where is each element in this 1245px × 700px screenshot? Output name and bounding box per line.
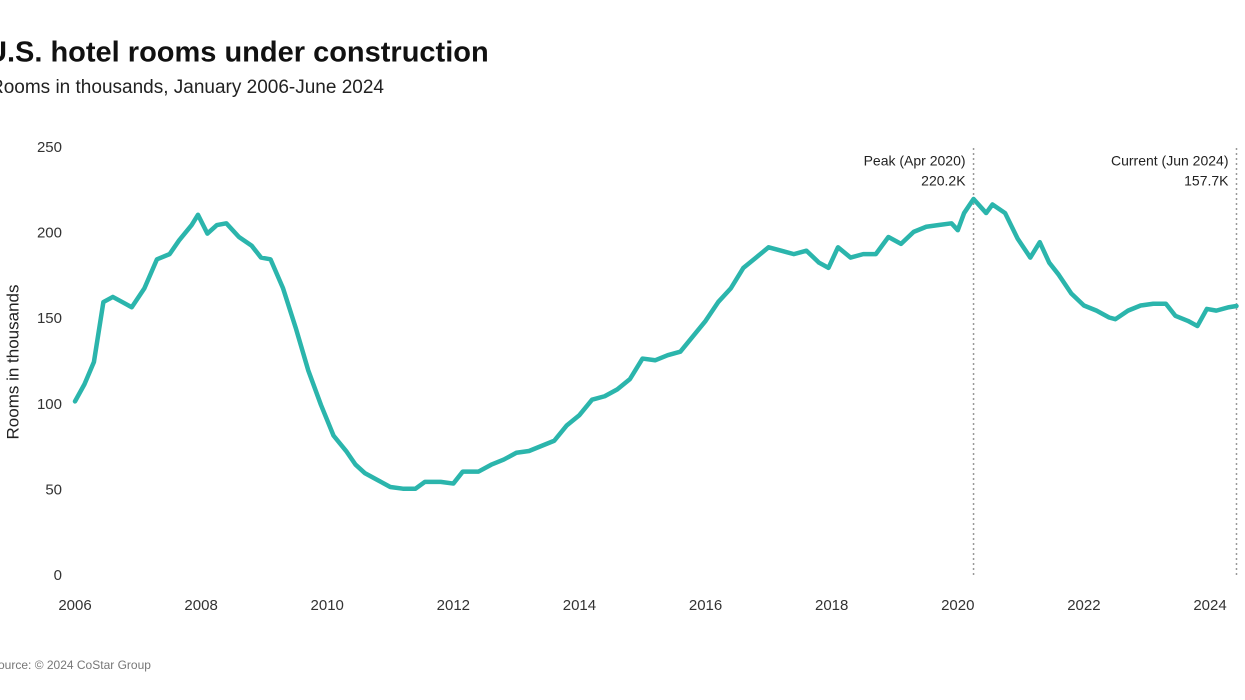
y-tick-label: 50 — [45, 481, 62, 498]
y-axis-label: Rooms in thousands — [3, 285, 22, 440]
x-tick-label: 2008 — [184, 597, 217, 614]
annotation-value: 220.2K — [921, 173, 966, 189]
data-line — [72, 196, 1239, 491]
y-tick-label: 250 — [37, 139, 62, 156]
x-tick-label: 2022 — [1067, 597, 1100, 614]
x-tick-label: 2024 — [1193, 597, 1226, 614]
x-tick-label: 2010 — [311, 597, 344, 614]
x-tick-label: 2014 — [563, 597, 596, 614]
x-tick-label: 2006 — [58, 597, 91, 614]
source: Source: © 2024 CoStar Group — [0, 658, 151, 672]
annotation-value: 157.7K — [1184, 173, 1229, 189]
y-tick-label: 0 — [54, 567, 62, 584]
y-tick-label: 150 — [37, 310, 62, 327]
x-tick-label: 2020 — [941, 597, 974, 614]
y-tick-label: 100 — [37, 396, 62, 413]
chart-subtitle: Rooms in thousands, January 2006-June 20… — [0, 77, 384, 98]
annotation-label: Current (Jun 2024) — [1111, 153, 1229, 169]
x-tick-label: 2018 — [815, 597, 848, 614]
chart-title: U.S. hotel rooms under construction — [0, 37, 489, 69]
x-tick-label: 2012 — [437, 597, 470, 614]
x-tick-label: 2016 — [689, 597, 722, 614]
y-tick-label: 200 — [37, 225, 62, 242]
annotation-label: Peak (Apr 2020) — [864, 153, 966, 169]
